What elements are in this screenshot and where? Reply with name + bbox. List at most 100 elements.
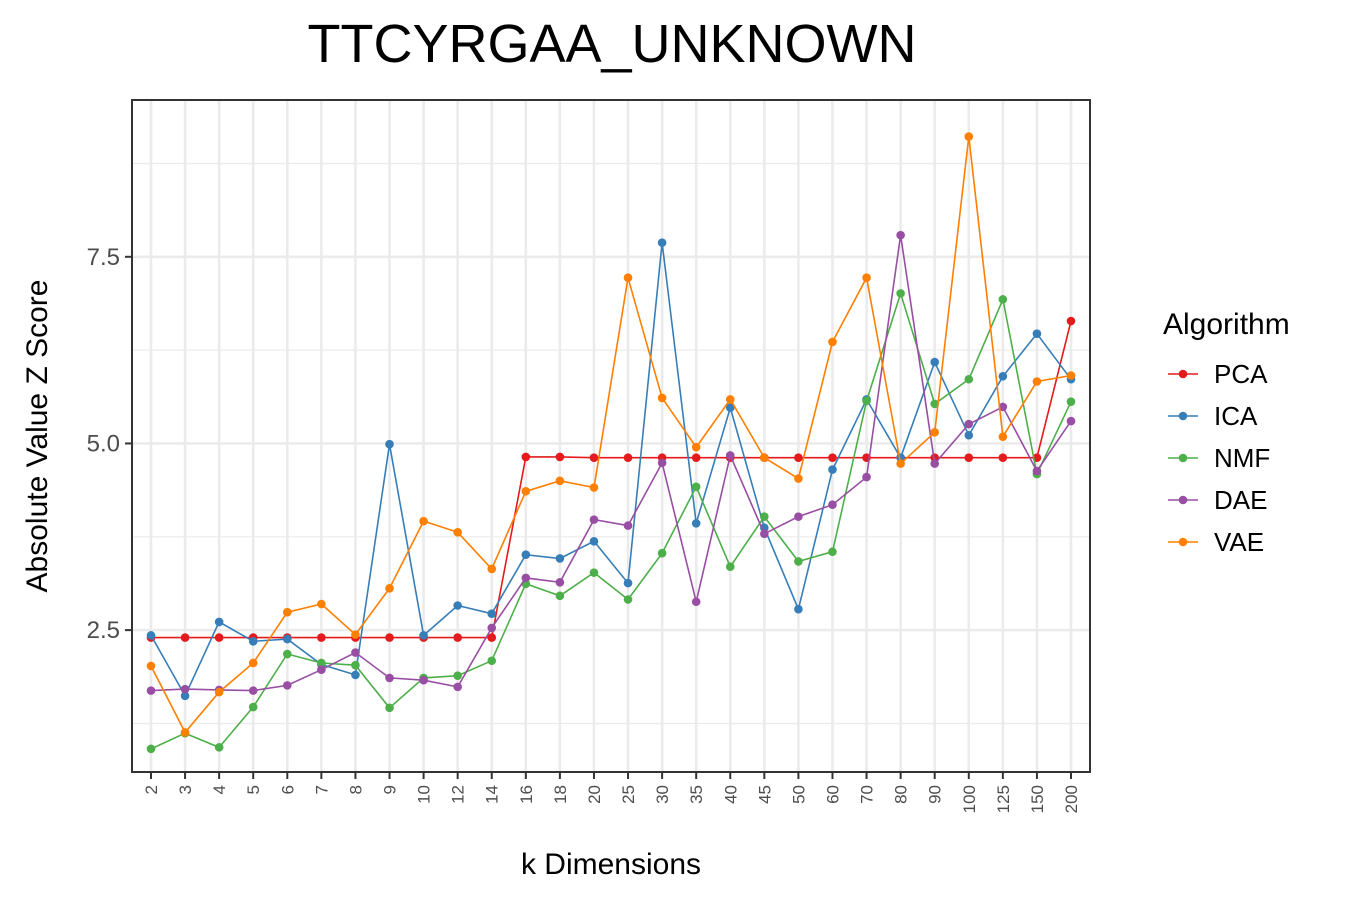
chart-title: TTCYRGAA_UNKNOWN [307,14,916,74]
data-point-dae [760,529,769,539]
y-tick-label: 2.5 [87,617,120,644]
grid [132,100,1090,772]
data-point-ica [385,439,394,449]
data-point-vae [794,474,803,483]
x-axis: 2 3 4 5 6 7 8 9 10 12 14 16 18 20 25 30 35 40 45 50 60 70 80 90… [142,772,1081,813]
x-tick-label: 8 [346,785,365,794]
data-point-vae [896,459,905,468]
data-point-ica [419,631,428,640]
data-point-nmf [862,396,871,406]
data-point-ica [248,637,258,646]
data-point-ica [282,634,292,644]
x-tick-label: 9 [381,785,400,794]
data-point-vae [964,132,974,141]
data-point-dae [351,648,360,657]
x-tick-label: 60 [823,785,842,804]
data-point-dae [419,675,428,685]
y-tick-label: 7.5 [87,244,120,271]
legend-key-point-dae [1178,495,1188,505]
data-point-nmf [930,399,940,409]
data-point-dae [725,451,735,460]
data-point-ica [214,617,224,627]
data-point-nmf [146,744,156,754]
data-point-dae [521,573,531,583]
data-point-pca [453,633,462,642]
data-point-ica [930,357,940,367]
data-point-dae [1032,466,1042,476]
series-line-pca [151,320,1072,639]
data-point-ica [453,601,462,610]
data-point-vae [691,442,701,452]
data-point-pca [487,633,497,642]
data-point-ica [657,238,667,247]
series-lines [146,132,1076,754]
data-point-vae [760,453,769,462]
data-point-vae [453,528,462,537]
x-tick-label: 100 [960,785,979,813]
data-point-nmf [214,743,224,752]
data-point-vae [419,516,428,526]
data-point-ica [828,465,837,474]
series-vae [146,132,1076,737]
data-point-dae [998,402,1008,412]
data-point-nmf [317,658,326,668]
series-line-vae [150,136,1072,734]
data-point-nmf [589,568,599,577]
data-point-dae [691,597,701,607]
data-point-ica [521,550,531,560]
data-point-vae [214,687,224,697]
data-point-nmf [828,547,837,557]
data-point-nmf [555,591,565,601]
x-tick-label: 5 [244,785,263,794]
data-point-pca [964,453,974,462]
data-point-dae [487,623,497,633]
x-tick-label: 35 [687,785,706,804]
x-tick-label: 90 [926,785,945,804]
series-line-dae [150,234,1072,692]
data-point-vae [862,273,871,283]
data-point-vae [487,564,497,574]
data-point-nmf [385,703,394,713]
data-point-dae [623,521,633,530]
data-point-pca [828,453,837,462]
data-point-vae [385,584,394,593]
x-tick-label: 4 [210,785,229,794]
data-point-dae [146,686,156,695]
x-tick-label: 80 [892,785,911,804]
x-tick-label: 40 [721,785,740,804]
legend-label-vae: VAE [1214,527,1264,557]
data-point-dae [1066,416,1076,426]
x-tick-label: 125 [994,785,1013,813]
legend-label-nmf: NMF [1214,443,1270,473]
x-tick-label: 10 [415,785,434,804]
data-point-vae [930,427,940,437]
data-point-nmf [248,702,258,712]
data-point-pca [317,633,326,642]
x-tick-label: 2 [142,785,161,794]
data-point-dae [317,665,326,675]
data-point-dae [180,684,190,694]
data-point-dae [282,681,292,690]
data-point-pca [691,453,701,462]
data-point-nmf [896,289,905,298]
data-point-nmf [623,595,633,604]
data-point-ica [998,371,1008,381]
data-point-nmf [453,671,462,680]
data-point-ica [1032,329,1042,339]
data-point-pca [998,453,1008,462]
data-point-vae [725,395,735,404]
data-point-ica [487,609,497,619]
data-point-dae [896,230,905,240]
data-point-pca [589,453,599,462]
data-point-vae [351,630,360,639]
data-point-pca [930,453,940,462]
data-point-ica [725,403,735,412]
x-tick-label: 30 [653,785,672,804]
legend-key-point-pca [1178,369,1188,379]
series-line-ica [150,242,1072,698]
x-tick-label: 14 [483,785,502,804]
legend-key-point-nmf [1178,453,1188,463]
y-tick-label: 5.0 [87,430,120,457]
data-point-dae [794,512,803,521]
